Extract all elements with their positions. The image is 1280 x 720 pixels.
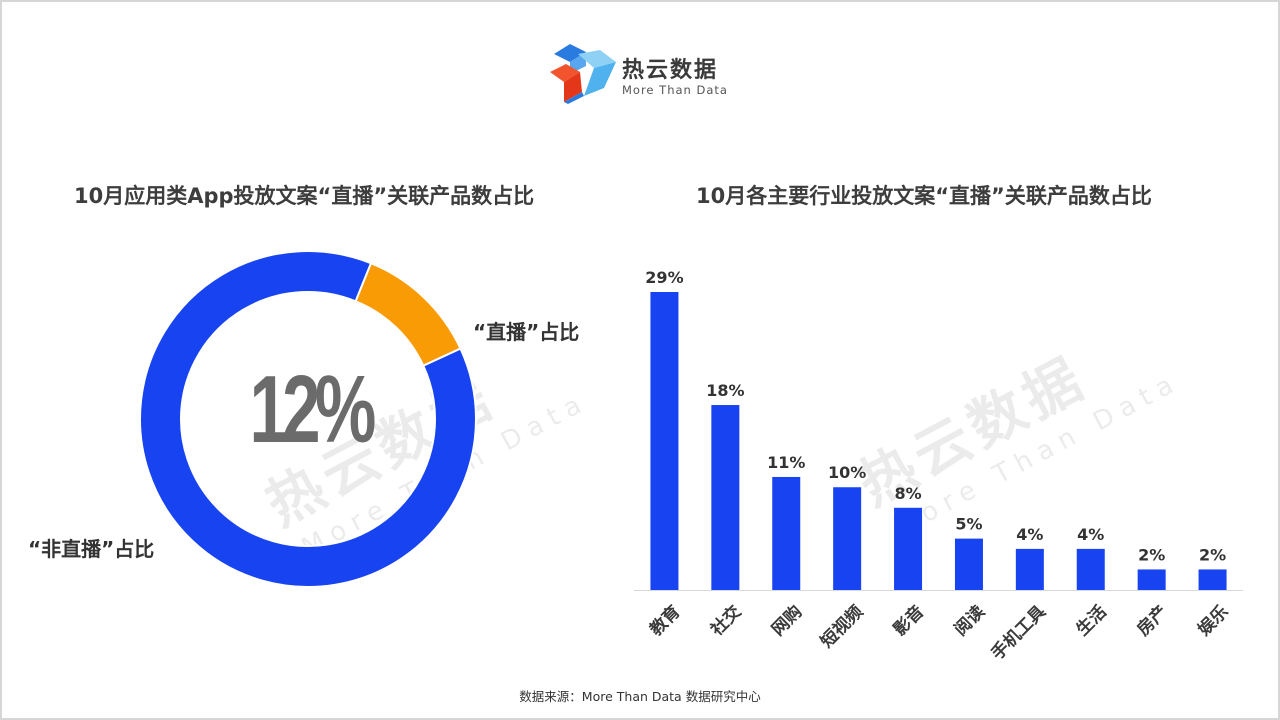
x-tick-label: 娱乐 [1194, 601, 1233, 640]
bar-data-label: 4% [1077, 525, 1104, 544]
logo: 热云数据 More Than Data [548, 44, 748, 104]
bar-data-label: 2% [1138, 545, 1165, 564]
bar [1076, 548, 1105, 590]
bar [894, 507, 923, 590]
x-tick-label: 社交 [706, 601, 746, 641]
x-tick-label: 生活 [1072, 601, 1111, 640]
logo-tagline: More Than Data [622, 83, 728, 97]
bar [1137, 569, 1166, 590]
bar-data-label: 8% [894, 484, 921, 503]
x-tick-label: 影音 [889, 601, 928, 640]
donut-chart-title: 10月应用类App投放文案“直播”关联产品数占比 [74, 184, 535, 208]
bar-data-label: 2% [1199, 545, 1226, 564]
bar-data-label: 5% [955, 515, 982, 534]
bar [833, 487, 862, 590]
bar [772, 476, 801, 590]
x-tick-label: 教育 [645, 601, 685, 641]
x-tick-label: 短视频 [816, 601, 867, 652]
bar-data-label: 18% [706, 381, 744, 400]
x-tick-label: 房产 [1133, 601, 1172, 640]
donut-label-live: “直播”占比 [473, 320, 580, 344]
logo-cube-icon [550, 44, 616, 104]
bar-data-label: 10% [828, 463, 866, 482]
x-tick-label: 手机工具 [987, 601, 1050, 664]
data-source-note: 数据来源：More Than Data 数据研究中心 [519, 689, 761, 704]
bar [954, 538, 983, 590]
x-tick-label: 阅读 [950, 601, 989, 640]
logo-title: 热云数据 [622, 58, 719, 83]
bar-data-label: 11% [767, 453, 805, 472]
x-tick-label: 网购 [767, 601, 806, 640]
donut-label-non-live: “非直播”占比 [28, 537, 155, 561]
bar-data-label: 29% [645, 268, 683, 287]
bar [1198, 569, 1227, 590]
donut-center-value: 12% [249, 356, 376, 463]
bar [1015, 548, 1044, 590]
bar [650, 292, 679, 590]
bar [711, 405, 740, 590]
donut-slice-non-live [139, 250, 477, 588]
bar-data-label: 4% [1016, 525, 1043, 544]
bar-chart-title: 10月各主要行业投放文案“直播”关联产品数占比 [696, 184, 1152, 208]
